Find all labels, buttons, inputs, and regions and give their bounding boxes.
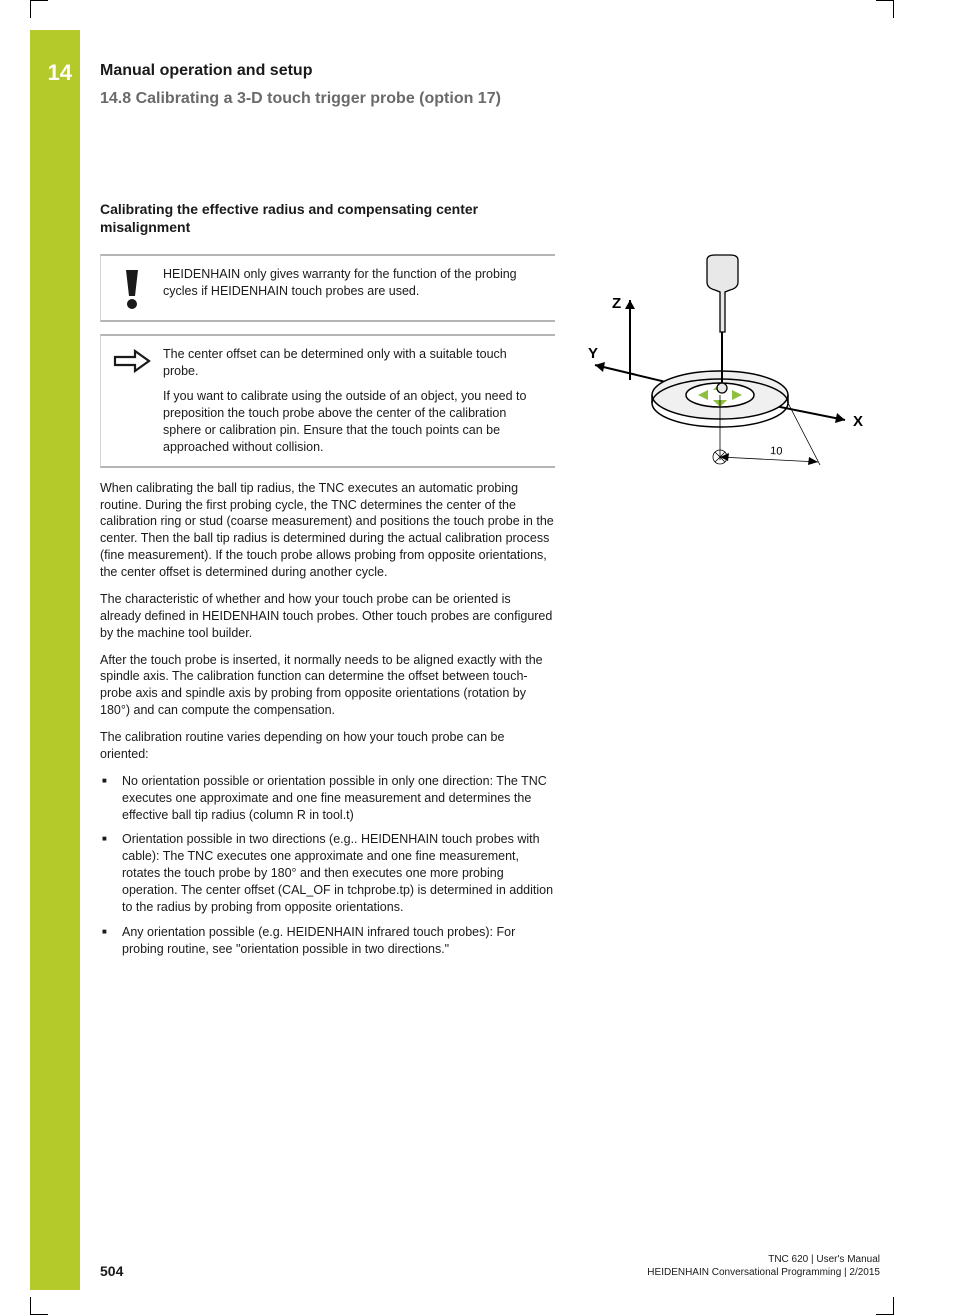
probe-diagram: X Y Z [570,250,870,480]
crop-mark [876,0,894,18]
note-text: HEIDENHAIN only gives warranty for the f… [163,266,545,310]
dimension-label: 10 [770,445,783,458]
crop-mark [30,0,48,18]
chapter-sidebar [30,30,80,1290]
page-number: 504 [100,1263,123,1279]
list-item: Any orientation possible (e.g. HEIDENHAI… [122,924,555,958]
exclamation-icon [101,266,163,310]
note-info: The center offset can be determined only… [100,334,555,467]
note-paragraph: If you want to calibrate using the outsi… [163,388,545,456]
main-content: Calibrating the effective radius and com… [100,200,555,966]
axis-x-label: X [853,413,863,430]
footer-text: TNC 620 | User's Manual HEIDENHAIN Conve… [647,1253,880,1279]
body-paragraph: When calibrating the ball tip radius, th… [100,480,555,581]
crop-mark [30,1297,48,1315]
footer-line: TNC 620 | User's Manual [647,1253,880,1266]
axis-z-label: Z [612,295,621,312]
body-paragraph: The calibration routine varies depending… [100,729,555,763]
note-text: The center offset can be determined only… [163,346,545,455]
arrow-right-icon [101,346,163,455]
note-warning: HEIDENHAIN only gives warranty for the f… [100,254,555,322]
bullet-list: No orientation possible or orientation p… [100,773,555,958]
crop-mark [876,1297,894,1315]
list-item: No orientation possible or orientation p… [122,773,555,824]
body-paragraph: The characteristic of whether and how yo… [100,591,555,642]
page-header: Manual operation and setup 14.8 Calibrat… [100,62,501,108]
axis-y-label: Y [588,345,598,362]
body-paragraph: After the touch probe is inserted, it no… [100,652,555,720]
manual-page: 14 Manual operation and setup 14.8 Calib… [0,0,954,1315]
section-title: 14.8 Calibrating a 3-D touch trigger pro… [100,90,501,108]
list-item: Orientation possible in two directions (… [122,831,555,915]
note-paragraph: The center offset can be determined only… [163,346,545,380]
chapter-title: Manual operation and setup [100,62,501,80]
footer-line: HEIDENHAIN Conversational Programming | … [647,1266,880,1279]
subheading: Calibrating the effective radius and com… [100,200,555,236]
note-paragraph: HEIDENHAIN only gives warranty for the f… [163,266,545,300]
chapter-number: 14 [30,60,80,86]
